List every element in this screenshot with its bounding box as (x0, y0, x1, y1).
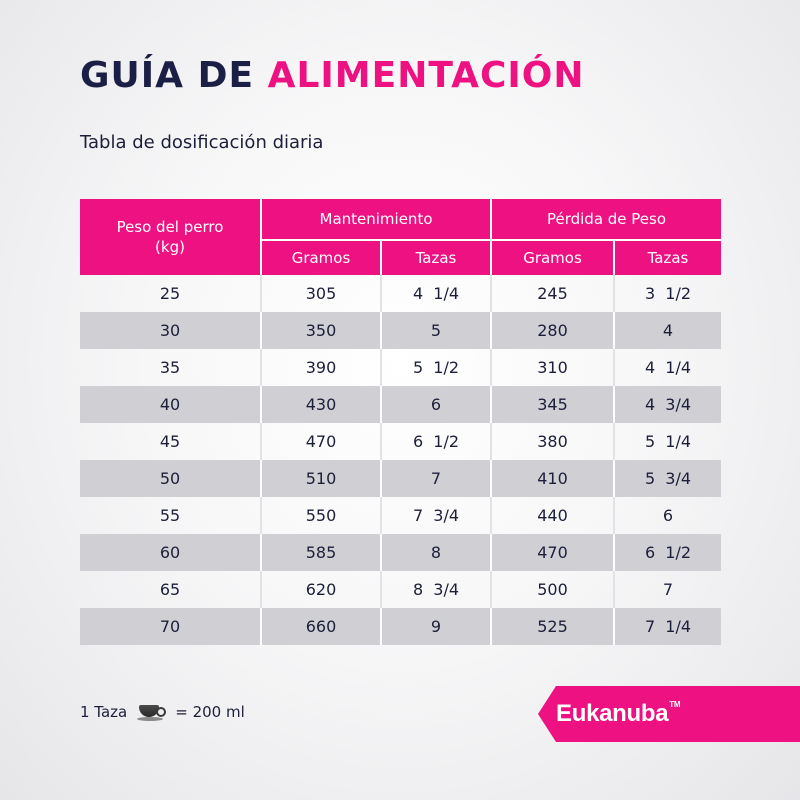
cell-weight: 55 (159, 506, 181, 525)
cell-cups-maintenance: 6 1/2 (380, 423, 491, 460)
cell-cups-weight-loss: 7 (613, 571, 721, 608)
brand-name: Eukanuba (556, 700, 669, 727)
header-weight: Peso del perro (kg) (80, 199, 261, 275)
cell-grams-maintenance: 620 (260, 571, 381, 608)
cell-grams-maintenance: 510 (260, 460, 381, 497)
header-grams-weight-loss: Gramos (490, 240, 614, 275)
header-weight-line1: Peso del perro (116, 218, 224, 236)
table-row: 60 585 8 470 6 1/2 (80, 534, 721, 571)
header-grams-maintenance: Gramos (260, 240, 381, 275)
cell-grams-maintenance: 430 (260, 386, 381, 423)
cell-grams-weight-loss: 245 (490, 275, 614, 312)
table-row: 50 510 7 410 5 3/4 (80, 460, 721, 497)
header-maintenance: Mantenimiento (260, 199, 491, 241)
table-row: 55 550 7 3/4 440 6 (80, 497, 721, 534)
header-weight-line2: (kg) (155, 238, 185, 256)
cell-grams-weight-loss: 525 (490, 608, 614, 645)
cup-label: 1 Taza (80, 703, 128, 721)
feeding-table: Peso del perro (kg) Mantenimiento Pérdid… (80, 199, 721, 645)
table-row: 25 305 4 1/4 245 3 1/2 (80, 275, 721, 312)
cell-grams-maintenance: 390 (260, 349, 381, 386)
cell-grams-maintenance: 470 (260, 423, 381, 460)
brand-banner (538, 686, 800, 742)
cell-weight: 70 (80, 608, 261, 645)
table-row: 35 390 5 1/2 310 4 1/4 (80, 349, 721, 386)
table-row: 30 350 5 280 4 (80, 312, 721, 349)
cell-grams-weight-loss: 440 (490, 497, 614, 534)
cell-weight: 40 (80, 386, 261, 423)
cell-grams-weight-loss: 280 (490, 312, 614, 349)
cell-cups-maintenance: 5 (380, 312, 491, 349)
table-row: 40 430 6 345 4 3/4 (80, 386, 721, 423)
table-row: 65 620 8 3/4 500 7 (80, 571, 721, 608)
table-row: 70 660 9 525 7 1/4 (80, 608, 721, 645)
cell-cups-maintenance: 7 (380, 460, 491, 497)
cell-cups-maintenance: 8 (380, 534, 491, 571)
cup-volume: = 200 ml (175, 703, 245, 721)
cell-cups-maintenance: 9 (380, 608, 491, 645)
brand-logo: EukanubaTM (556, 700, 681, 728)
page-subtitle: Tabla de dosificación diaria (80, 132, 324, 153)
title-part-1: GUÍA DE (80, 55, 255, 96)
cell-grams-weight-loss: 410 (490, 460, 614, 497)
cell-weight: 50 (80, 460, 261, 497)
title-part-2: ALIMENTACIÓN (267, 55, 585, 96)
cell-weight: 45 (159, 432, 181, 451)
cell-cups-weight-loss: 3 1/2 (613, 275, 721, 312)
cell-cups-weight-loss: 6 1/2 (613, 534, 721, 571)
cell-grams-maintenance: 585 (260, 534, 381, 571)
table-body: 25 305 4 1/4 245 3 1/2 30 350 5 280 4 35 390 5 1/2 31… (80, 275, 721, 645)
cell-cups-weight-loss: 6 (613, 497, 721, 534)
cell-weight: 65 (159, 580, 181, 599)
cell-cups-weight-loss: 4 3/4 (613, 386, 721, 423)
cell-cups-weight-loss: 4 (613, 312, 721, 349)
cell-grams-weight-loss: 310 (490, 349, 614, 386)
cell-cups-weight-loss: 5 1/4 (613, 423, 721, 460)
cell-weight: 60 (80, 534, 261, 571)
header-cups-weight-loss: Tazas (613, 240, 721, 275)
cell-grams-maintenance: 550 (260, 497, 381, 534)
cell-cups-maintenance: 8 3/4 (380, 571, 491, 608)
cell-weight: 35 (159, 358, 181, 377)
cell-weight: 25 (159, 284, 181, 303)
cell-grams-weight-loss: 500 (490, 571, 614, 608)
cell-cups-weight-loss: 5 3/4 (613, 460, 721, 497)
table-row: 45 470 6 1/2 380 5 1/4 (80, 423, 721, 460)
cell-grams-weight-loss: 345 (490, 386, 614, 423)
cell-grams-maintenance: 660 (260, 608, 381, 645)
page-title: GUÍA DE ALIMENTACIÓN (80, 58, 585, 94)
header-weight-loss: Pérdida de Peso (490, 199, 721, 241)
cell-cups-maintenance: 7 3/4 (380, 497, 491, 534)
cell-cups-weight-loss: 4 1/4 (613, 349, 721, 386)
header-cups-maintenance: Tazas (380, 240, 491, 275)
cell-cups-maintenance: 5 1/2 (380, 349, 491, 386)
cell-cups-maintenance: 4 1/4 (380, 275, 491, 312)
cell-cups-maintenance: 6 (380, 386, 491, 423)
cell-grams-weight-loss: 470 (490, 534, 614, 571)
brand-trademark: TM (669, 700, 681, 709)
cell-cups-weight-loss: 7 1/4 (613, 608, 721, 645)
coffee-cup-icon (137, 702, 167, 722)
cell-weight: 30 (80, 312, 261, 349)
cell-grams-weight-loss: 380 (490, 423, 614, 460)
cell-grams-maintenance: 350 (260, 312, 381, 349)
cell-grams-maintenance: 305 (260, 275, 381, 312)
cup-equivalence: 1 Taza = 200 ml (80, 702, 245, 722)
